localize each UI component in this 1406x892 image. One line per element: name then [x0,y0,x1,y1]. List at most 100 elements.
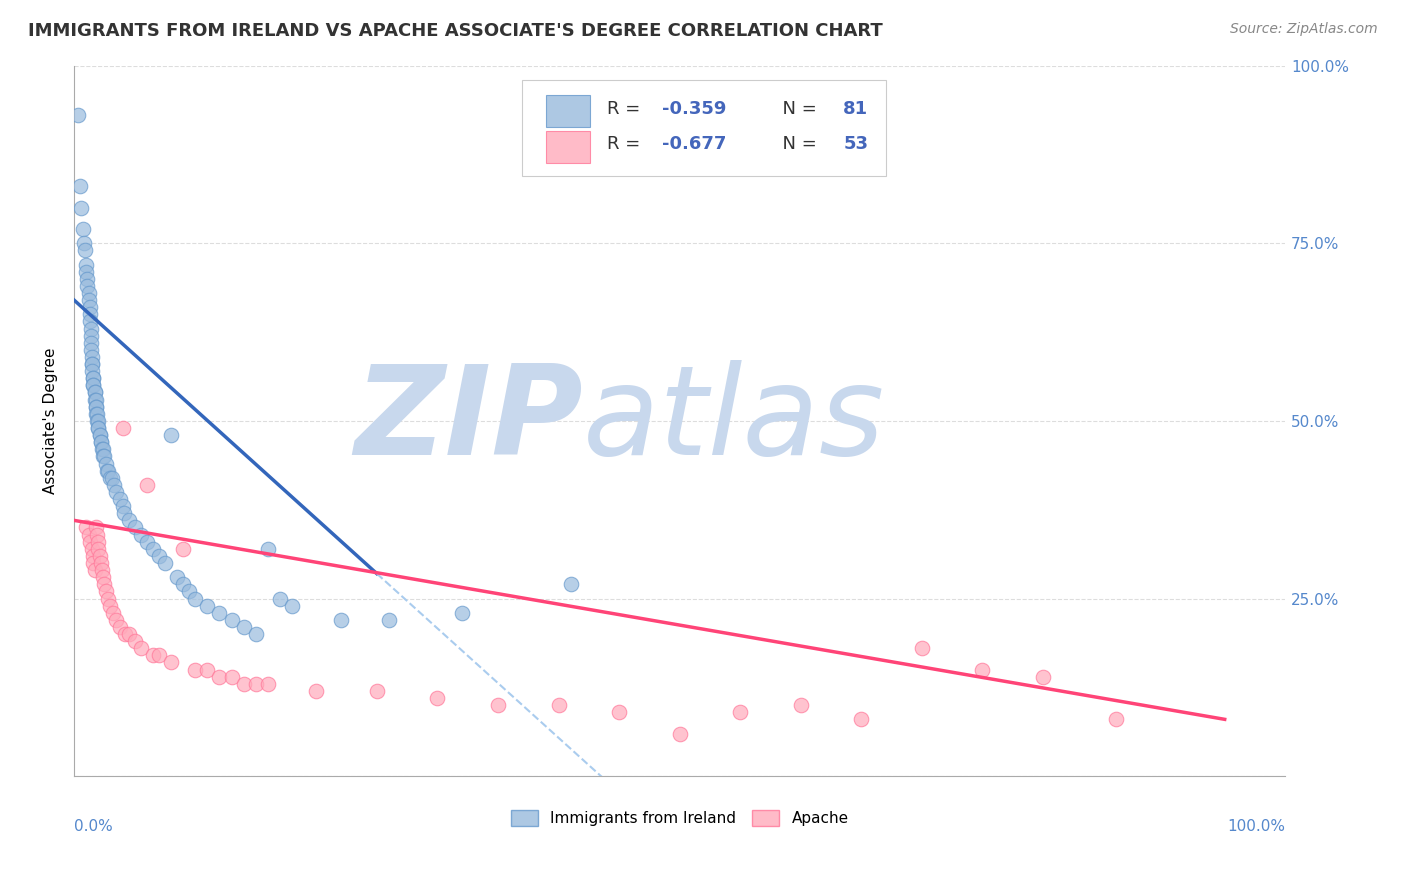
Text: N =: N = [770,135,823,153]
Point [90,435,112,450]
Point [77,527,100,541]
Text: IMMIGRANTS FROM IRELAND VS APACHE ASSOCIATE'S DEGREE CORRELATION CHART: IMMIGRANTS FROM IRELAND VS APACHE ASSOCI… [28,22,883,40]
Legend: Immigrants from Ireland, Apache: Immigrants from Ireland, Apache [505,805,855,832]
Point [87,541,110,556]
Point [166,570,188,584]
Point [80,328,103,343]
Point [84,400,107,414]
Point [142,541,165,556]
Point [195,663,218,677]
Point [221,670,243,684]
Point [91,570,114,584]
Point [160,656,183,670]
Point [79,307,101,321]
Point [82,371,104,385]
Point [221,613,243,627]
Point [82,541,104,556]
Point [75,520,97,534]
Point [269,591,291,606]
Point [245,627,267,641]
Point [89,428,111,442]
Point [111,421,134,435]
Point [911,641,934,656]
Point [82,556,104,570]
Point [82,378,104,392]
Text: atlas: atlas [582,360,884,482]
Point [84,407,107,421]
Point [195,599,218,613]
Point [1032,670,1054,684]
FancyBboxPatch shape [522,79,886,176]
Point [245,677,267,691]
Point [100,471,122,485]
Point [91,442,114,457]
Text: 0.0%: 0.0% [75,819,112,834]
Point [82,378,104,392]
Point [80,321,103,335]
Text: 53: 53 [844,135,868,153]
Point [105,613,128,627]
Point [77,285,100,300]
Point [75,258,97,272]
Point [668,726,690,740]
Point [129,527,152,541]
Point [112,506,135,520]
Point [100,471,122,485]
Point [232,677,254,691]
Point [84,392,107,407]
Point [69,179,91,194]
Point [148,648,170,663]
Point [281,599,304,613]
Point [90,435,112,450]
Point [94,584,117,599]
Point [70,201,93,215]
Point [135,478,157,492]
Point [105,485,128,500]
FancyBboxPatch shape [547,130,591,163]
Text: 100.0%: 100.0% [1227,819,1285,834]
Point [560,577,582,591]
Point [257,541,280,556]
Point [89,428,111,442]
Point [82,371,104,385]
Point [91,563,114,577]
Point [72,222,94,236]
Point [366,684,388,698]
Point [153,556,176,570]
Point [790,698,813,713]
Point [172,577,194,591]
Point [86,414,108,428]
FancyBboxPatch shape [547,95,591,128]
Point [851,712,873,726]
Point [97,464,120,478]
Point [80,343,103,357]
Point [148,549,170,563]
Point [1105,712,1128,726]
Point [94,457,117,471]
Point [486,698,509,713]
Text: R =: R = [607,135,645,153]
Point [972,663,994,677]
Text: R =: R = [607,100,645,118]
Point [208,670,231,684]
Point [97,591,120,606]
Point [91,450,114,464]
Point [547,698,569,713]
Point [87,421,110,435]
Point [90,556,112,570]
Point [83,392,105,407]
Point [117,513,139,527]
Point [426,691,449,706]
Point [82,357,104,371]
Point [73,244,96,258]
Point [179,584,201,599]
Point [87,414,110,428]
Point [86,407,108,421]
Point [160,428,183,442]
Point [80,335,103,350]
Point [135,534,157,549]
Point [82,364,104,378]
Point [184,591,207,606]
Point [450,606,472,620]
Point [142,648,165,663]
